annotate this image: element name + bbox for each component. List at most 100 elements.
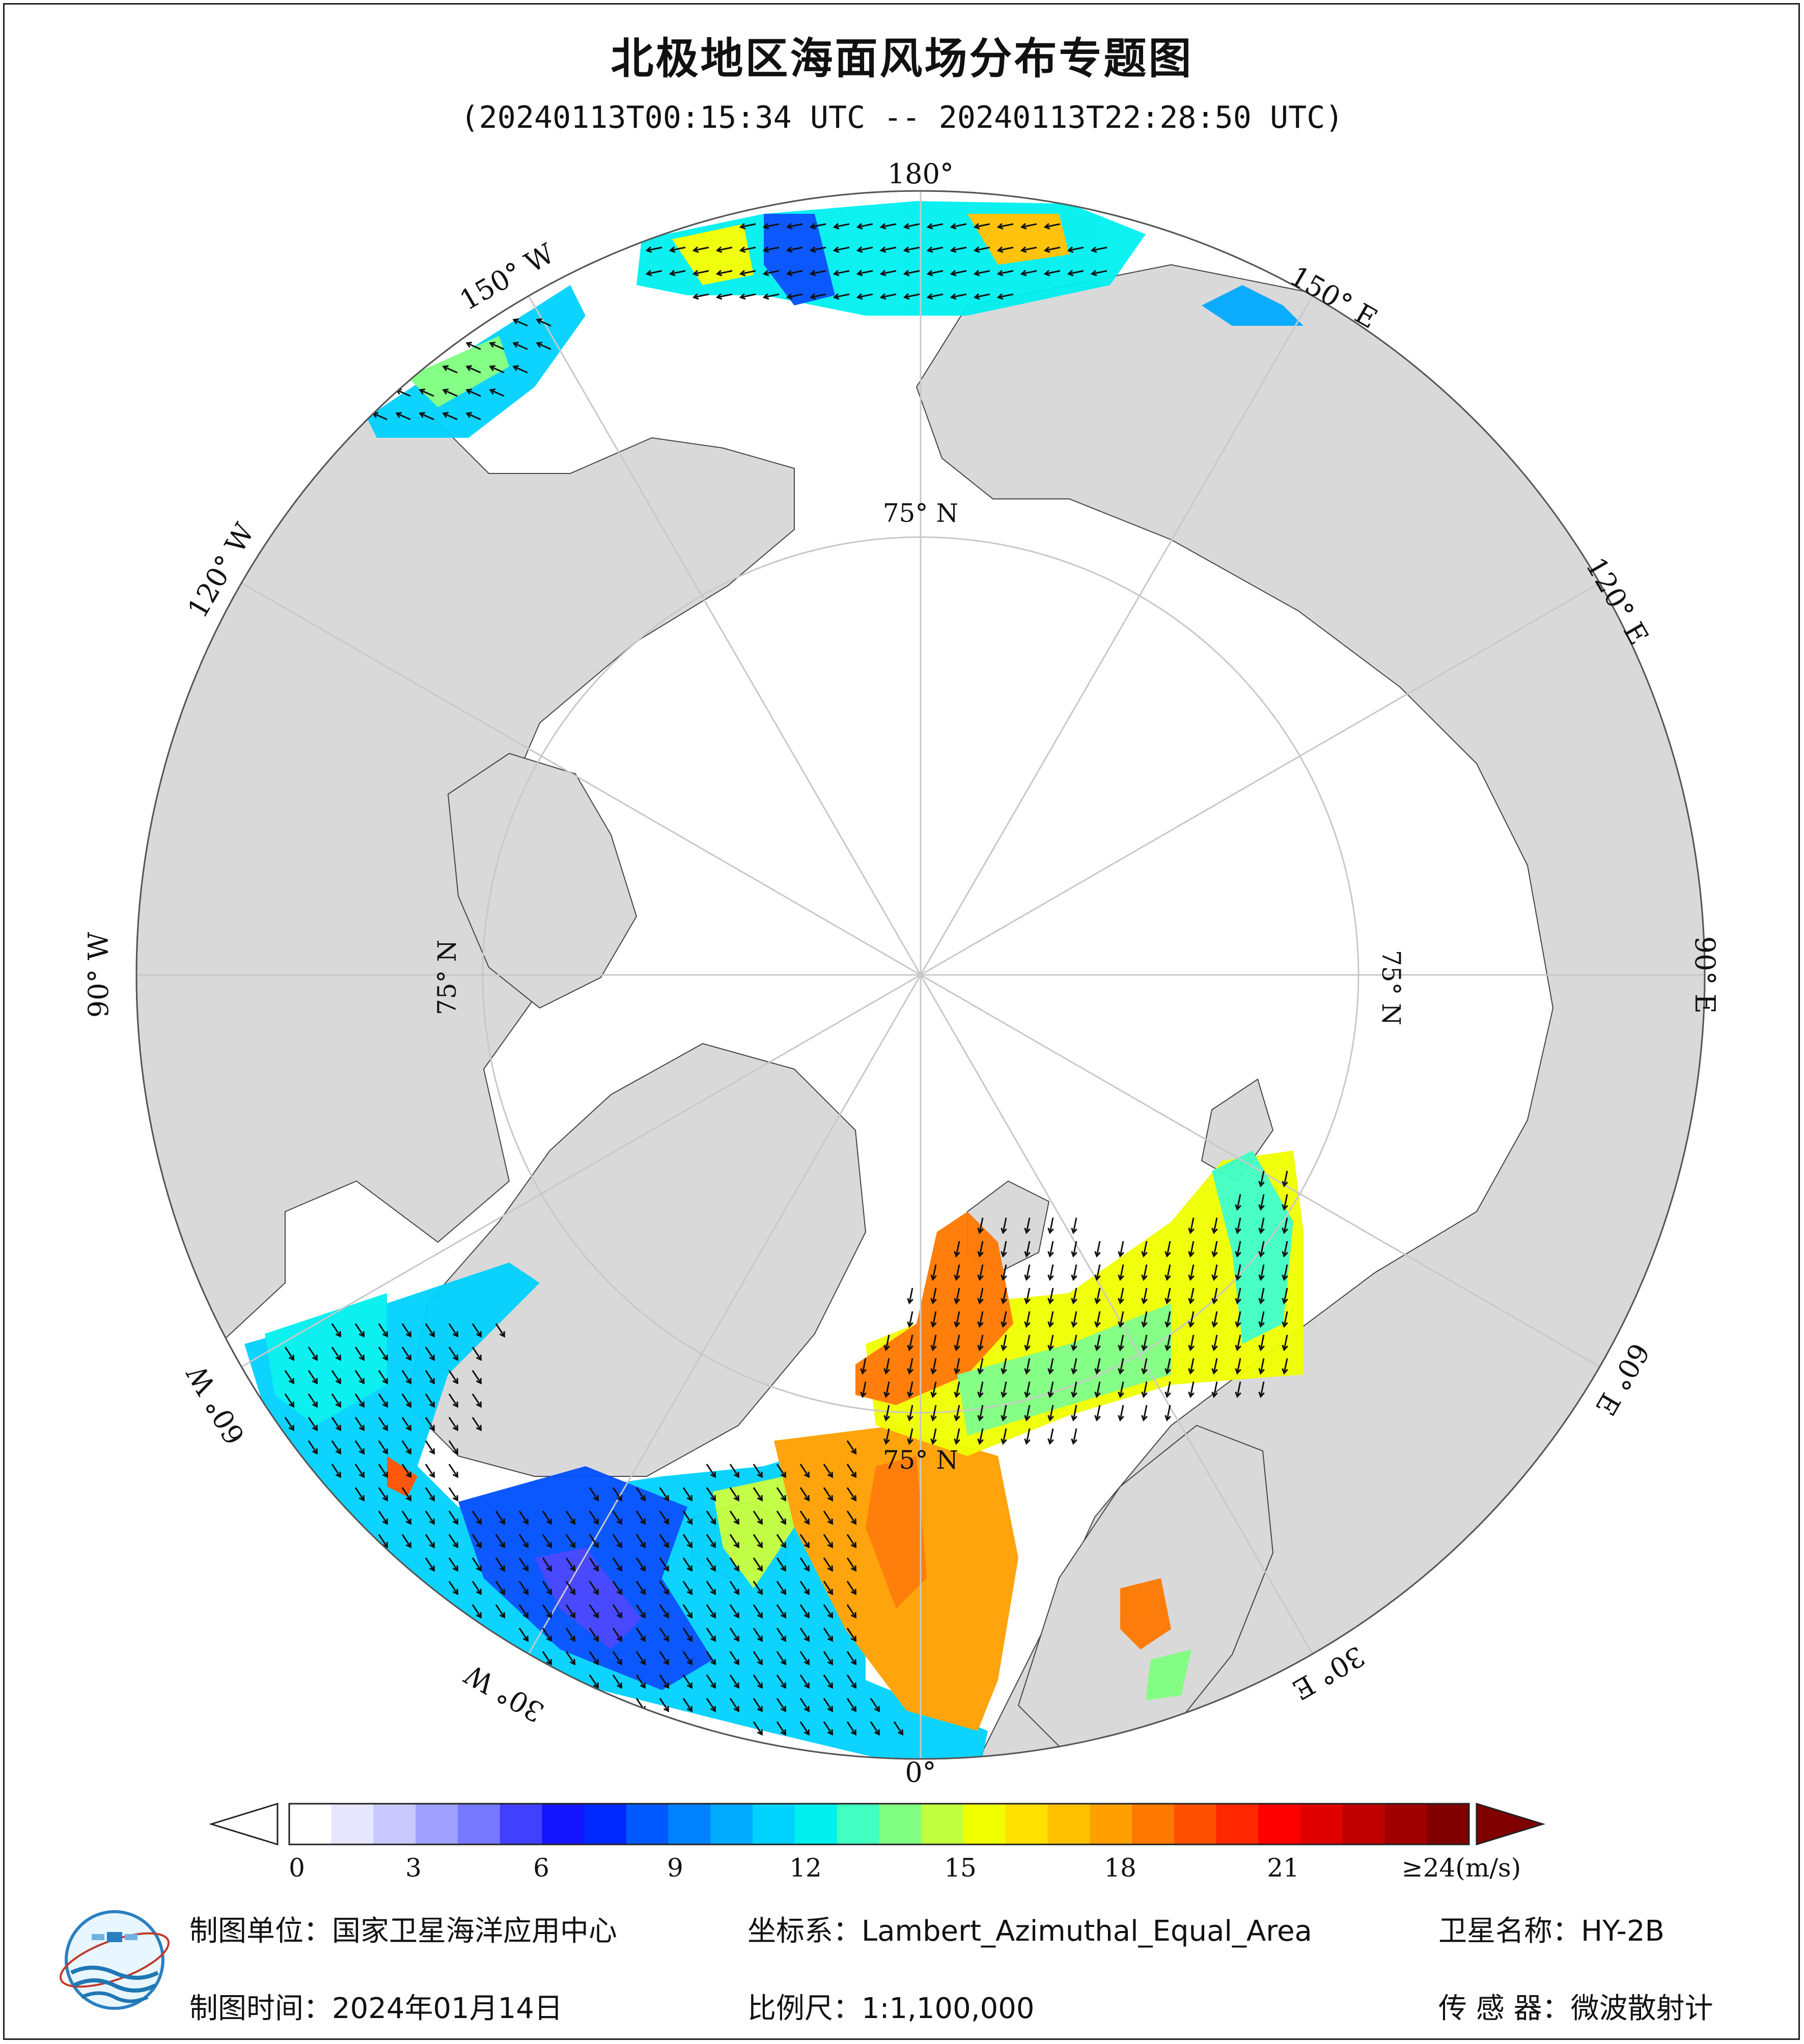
wind-arrow [706,1651,716,1665]
wind-arrow-head [1047,1368,1054,1375]
wind-arrow [1166,1358,1171,1374]
wind-arrow [1236,1217,1241,1233]
wind-arrow-head [1043,223,1050,230]
wind-arrow-head [1094,1251,1101,1258]
wind-arrow-head [1094,1274,1101,1281]
wind-arrow [893,1721,903,1735]
wind-arrow [823,1604,833,1618]
wind-arrow [1068,246,1084,251]
wind-arrow-head [1001,1251,1007,1258]
wind-arrow-head [1258,1345,1265,1352]
wind-arrow [1143,1358,1148,1374]
wind-arrow [1025,1217,1031,1233]
wind-arrow-head [850,1448,857,1455]
wind-arrow-head [715,246,723,253]
wind-arrow [425,1464,435,1477]
wind-arrow [589,1581,599,1594]
canadian-archipelago-land [447,752,637,1009]
wind-arrow-head [616,1518,623,1525]
wind-arrow-head [827,1518,834,1525]
wind-arrow-head [930,1321,937,1328]
colorbar-tick-12: 12 [789,1853,822,1883]
wind-arrow [776,1721,786,1735]
wind-arrow-head [640,1518,646,1525]
wind-arrow [1025,1287,1031,1303]
colorbar-tick-18: 18 [1104,1853,1136,1883]
wind-arrow-head [499,1612,506,1619]
wind-arrow-head [686,1518,693,1525]
wind-arrow [1025,1241,1031,1256]
wind-arrow-head [710,1705,716,1713]
wind-arrow [823,1721,833,1735]
wind-arrow [1002,1428,1007,1444]
wind-arrow-head [569,1565,576,1572]
wind-arrow-head [809,270,816,276]
colorbar-over-triangle [1476,1802,1546,1846]
wind-arrow [378,1534,388,1548]
wind-arrow-head [907,1298,913,1305]
wind-arrow [1045,246,1061,251]
wind-arrow [471,1557,482,1571]
wind-arrow-head [715,270,723,276]
wind-arrow [846,1510,856,1524]
wind-arrow [659,1628,669,1641]
wind-arrow-head [405,1448,412,1455]
wind-arrow [425,1417,435,1431]
wind-arrow [682,1604,692,1618]
wind-arrow [885,1334,890,1350]
wind-arrow-head [930,1298,937,1305]
wind-arrow [647,270,662,275]
wind-arrow [1119,1241,1124,1256]
wind-arrow [706,1674,716,1688]
wind-arrow-head [1001,1438,1007,1445]
wind-arrow [1025,1358,1031,1374]
colorbar-cell [1258,1804,1301,1844]
wind-arrow-head [1141,1298,1148,1305]
wind-arrow-head [710,1518,716,1525]
wind-arrow-head [757,1729,763,1736]
wind-arrow-head [903,293,910,300]
wind-arrow [1096,1264,1101,1280]
wind-arrow [1260,1358,1265,1374]
wind-arrow [753,1534,763,1548]
wind-arrow-head [809,223,816,230]
wind-arrow [471,1604,482,1618]
wind-arrow-head [757,1565,763,1572]
wind-arrow [284,1370,294,1384]
wind-arrow-head [1118,1298,1124,1305]
wind-arrow-head [1235,1274,1241,1281]
wind-arrow [951,293,967,298]
wind-arrow [1260,1287,1265,1303]
wind-arrow-head [803,1635,810,1642]
wind-arrow [834,293,850,298]
wind-arrow-head [1141,1321,1148,1328]
wind-arrow [1166,1287,1171,1303]
wind-arrow-head [1188,1391,1195,1398]
wind-arrow-head [803,1495,810,1502]
wind-arrow [975,293,990,298]
wind-arrow [378,1393,388,1407]
wind-arrow [706,1464,716,1477]
wind-arrow-head [883,1391,890,1398]
wind-arrow [612,1534,622,1548]
wind-arrow [1283,1194,1288,1210]
wind-arrow-head [616,1612,623,1619]
wind-arrow [729,1487,739,1501]
wind-arrow-head [1001,1345,1007,1352]
wind-arrow-head [1071,1321,1077,1328]
wind-arrow-head [926,293,933,300]
wind-arrow-head [692,293,699,300]
wind-arrow [659,1674,669,1688]
wind-arrow [542,1628,552,1641]
wind-arrow [753,1721,763,1735]
wind-arrow [354,1417,365,1431]
wind-arrow-head [1282,1368,1288,1375]
wind-arrow-head [686,1635,693,1642]
colorbar-cell [1384,1804,1427,1844]
wind-arrow [378,1487,388,1501]
wind-arrow [542,1581,552,1594]
wind-arrow-head [616,1495,623,1502]
wind-arrow-head [1211,1321,1218,1328]
wind-arrow [1072,1428,1077,1444]
wind-arrow-head [803,1705,810,1713]
